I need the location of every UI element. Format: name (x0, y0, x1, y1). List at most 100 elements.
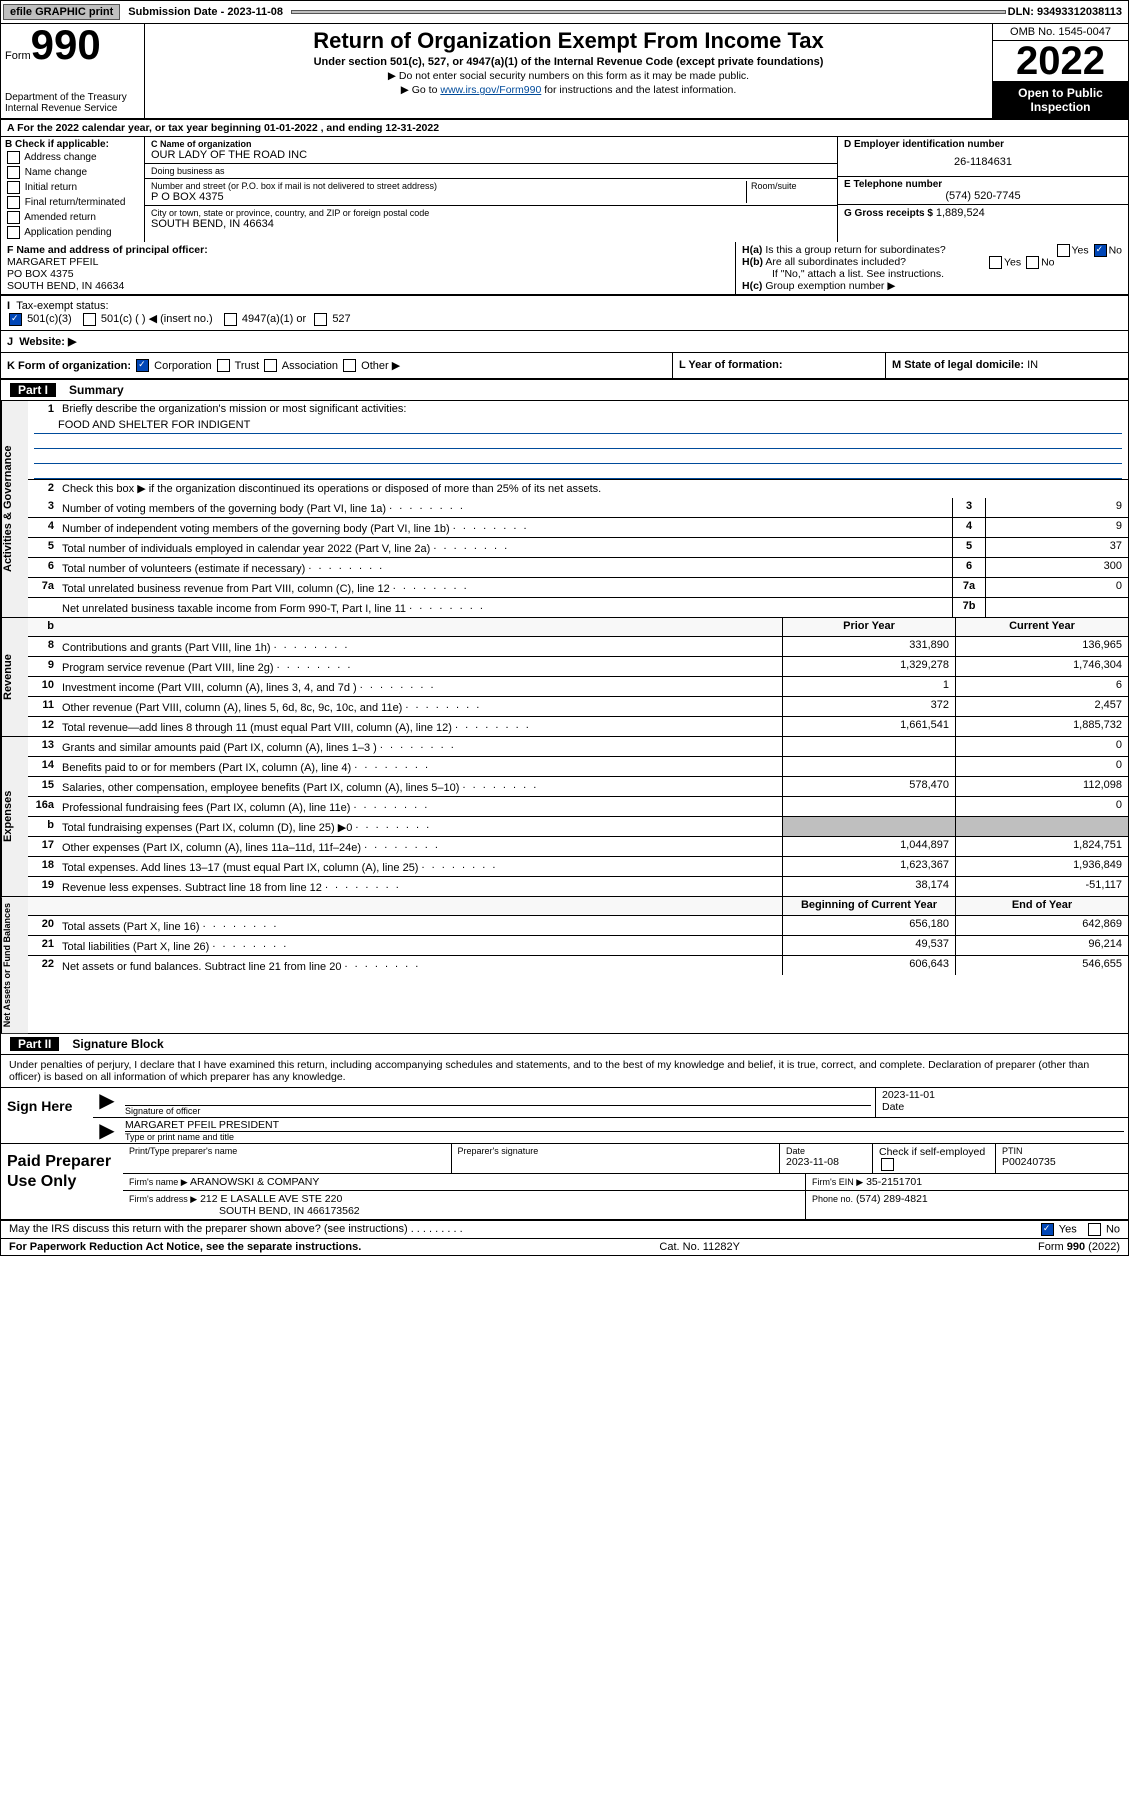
phone-cell: E Telephone number (574) 520-7745 (838, 177, 1128, 205)
firm-ein-cell: Firm's EIN ▶ 35-2151701 (805, 1174, 1128, 1190)
cb-final-return[interactable]: Final return/terminated (5, 195, 140, 210)
sig-officer-label: Signature of officer (125, 1105, 871, 1116)
line-a-text: For the 2022 calendar year, or tax year … (17, 122, 439, 134)
prior-year-hdr: Prior Year (782, 618, 955, 636)
preparer-fields: Print/Type preparer's name Preparer's si… (123, 1144, 1128, 1219)
summary-expenses: Expenses 13 Grants and similar amounts p… (0, 737, 1129, 897)
addr-label: Number and street (or P.O. box if mail i… (151, 181, 746, 191)
sig-field[interactable]: Signature of officer (121, 1088, 875, 1117)
cb-name-change[interactable]: Name change (5, 165, 140, 180)
hb-yes-cb[interactable] (989, 256, 1002, 269)
cb-discuss-no[interactable] (1088, 1223, 1101, 1236)
cb-self-employed[interactable] (881, 1158, 894, 1171)
subtitle-1: Under section 501(c), 527, or 4947(a)(1)… (151, 56, 986, 68)
box-f: F Name and address of principal officer:… (1, 242, 736, 294)
form-990-number: 990 (31, 26, 101, 64)
addr-value: P O BOX 4375 (151, 191, 746, 203)
cb-corp[interactable] (136, 359, 149, 372)
vtab-revenue: Revenue (1, 618, 28, 736)
ha-no-cb[interactable] (1094, 244, 1107, 257)
part2-label: Part II (9, 1036, 60, 1052)
cb-assoc[interactable] (264, 359, 277, 372)
part1-title: Summary (69, 383, 124, 397)
cb-initial-return[interactable]: Initial return (5, 180, 140, 195)
dba-label: Doing business as (151, 166, 831, 176)
year-formation-label: L Year of formation: (679, 359, 783, 371)
page-footer: For Paperwork Reduction Act Notice, see … (0, 1239, 1129, 1256)
sig-date-col: 2023-11-01 Date (875, 1088, 1128, 1117)
row-2: 2 Check this box ▶ if the organization d… (28, 479, 1128, 498)
prep-name-cell: Print/Type preparer's name (123, 1144, 451, 1173)
beg-year-hdr: Beginning of Current Year (782, 897, 955, 915)
activities-body: 1 Briefly describe the organization's mi… (28, 401, 1128, 617)
officer-addr2: SOUTH BEND, IN 46634 (7, 280, 729, 292)
state-domicile-label: M State of legal domicile: (892, 359, 1024, 371)
vtab-expenses: Expenses (1, 737, 28, 896)
part2-title: Signature Block (72, 1037, 163, 1051)
cb-501c[interactable] (83, 313, 96, 326)
fh-row: F Name and address of principal officer:… (1, 242, 1128, 295)
part1-header: Part I Summary (0, 380, 1129, 401)
hc-row: H(c) Group exemption number ▶ (742, 280, 1122, 292)
hb-no-cb[interactable] (1026, 256, 1039, 269)
gross-value: 1,889,524 (936, 207, 985, 219)
irs-link[interactable]: www.irs.gov/Form990 (440, 84, 541, 96)
box-de: D Employer identification number 26-1184… (838, 137, 1128, 242)
header-title-block: Return of Organization Exempt From Incom… (145, 24, 992, 118)
end-year-hdr: End of Year (955, 897, 1128, 915)
ij-section: I Tax-exempt status: 501(c)(3) 501(c) ( … (0, 296, 1129, 353)
form-number: Form 990 (5, 26, 140, 64)
cb-4947[interactable] (224, 313, 237, 326)
expenses-body: 13 Grants and similar amounts paid (Part… (28, 737, 1128, 896)
summary-row: Net unrelated business taxable income fr… (28, 598, 1128, 617)
cb-other[interactable] (343, 359, 356, 372)
summary-row: b Total fundraising expenses (Part IX, c… (28, 817, 1128, 837)
may-discuss-answers: Yes No (1039, 1223, 1120, 1236)
summary-row: 6 Total number of volunteers (estimate i… (28, 558, 1128, 578)
hc-label: Group exemption number ▶ (765, 280, 895, 292)
cb-address-change[interactable]: Address change (5, 150, 140, 165)
cb-527[interactable] (314, 313, 327, 326)
prep-sig-cell: Preparer's signature (451, 1144, 780, 1173)
row-i: I Tax-exempt status: 501(c)(3) 501(c) ( … (1, 296, 1128, 331)
cb-501c3[interactable] (9, 313, 22, 326)
mission-text: FOOD AND SHELTER FOR INDIGENT (34, 419, 1122, 434)
footer-right: Form 990 (2022) (1038, 1241, 1120, 1253)
arrow-icon: ▶ (93, 1088, 121, 1117)
summary-row: 3 Number of voting members of the govern… (28, 498, 1128, 518)
dept-treasury: Department of the Treasury (5, 92, 140, 103)
firm-phone-cell: Phone no. (574) 289-4821 (805, 1191, 1128, 1219)
state-domicile-value: IN (1027, 359, 1038, 371)
summary-row: 16a Professional fundraising fees (Part … (28, 797, 1128, 817)
efile-button[interactable]: efile GRAPHIC print (3, 4, 120, 20)
box-b-title: B Check if applicable: (5, 139, 140, 150)
cb-trust[interactable] (217, 359, 230, 372)
prep-row-2: Firm's name ▶ ARANOWSKI & COMPANY Firm's… (123, 1174, 1128, 1191)
box-k: K Form of organization: Corporation Trus… (1, 353, 672, 379)
footer-mid: Cat. No. 11282Y (659, 1241, 740, 1253)
page: efile GRAPHIC print Submission Date - 20… (0, 0, 1129, 1256)
summary-revenue: Revenue b Prior Year Current Year 8 Cont… (0, 618, 1129, 737)
hb-label: Are all subordinates included? (765, 256, 906, 268)
cb-app-pending[interactable]: Application pending (5, 225, 140, 240)
summary-row: 13 Grants and similar amounts paid (Part… (28, 737, 1128, 757)
room-label: Room/suite (751, 181, 831, 191)
officer-name: MARGARET PFEIL (7, 256, 729, 268)
header-left: Form 990 Department of the Treasury Inte… (1, 24, 145, 118)
part2-header: Part II Signature Block (0, 1034, 1129, 1055)
bcde-row: B Check if applicable: Address change Na… (1, 137, 1128, 242)
spacer-bar (291, 10, 1006, 14)
city-label: City or town, state or province, country… (151, 208, 831, 218)
irs-label: Internal Revenue Service (5, 103, 140, 114)
sig-date-label: Date (882, 1101, 904, 1113)
cb-discuss-yes[interactable] (1041, 1223, 1054, 1236)
cb-amended[interactable]: Amended return (5, 210, 140, 225)
city-cell: City or town, state or province, country… (145, 206, 837, 232)
h-note: If "No," attach a list. See instructions… (742, 268, 1122, 280)
ha-label: Is this a group return for subordinates? (765, 244, 945, 256)
summary-row: 17 Other expenses (Part IX, column (A), … (28, 837, 1128, 857)
officer-addr1: PO BOX 4375 (7, 268, 729, 280)
arrow-icon-2: ▶ (93, 1118, 121, 1143)
ha-yes-cb[interactable] (1057, 244, 1070, 257)
summary-netassets: Net Assets or Fund Balances Beginning of… (0, 897, 1129, 1034)
